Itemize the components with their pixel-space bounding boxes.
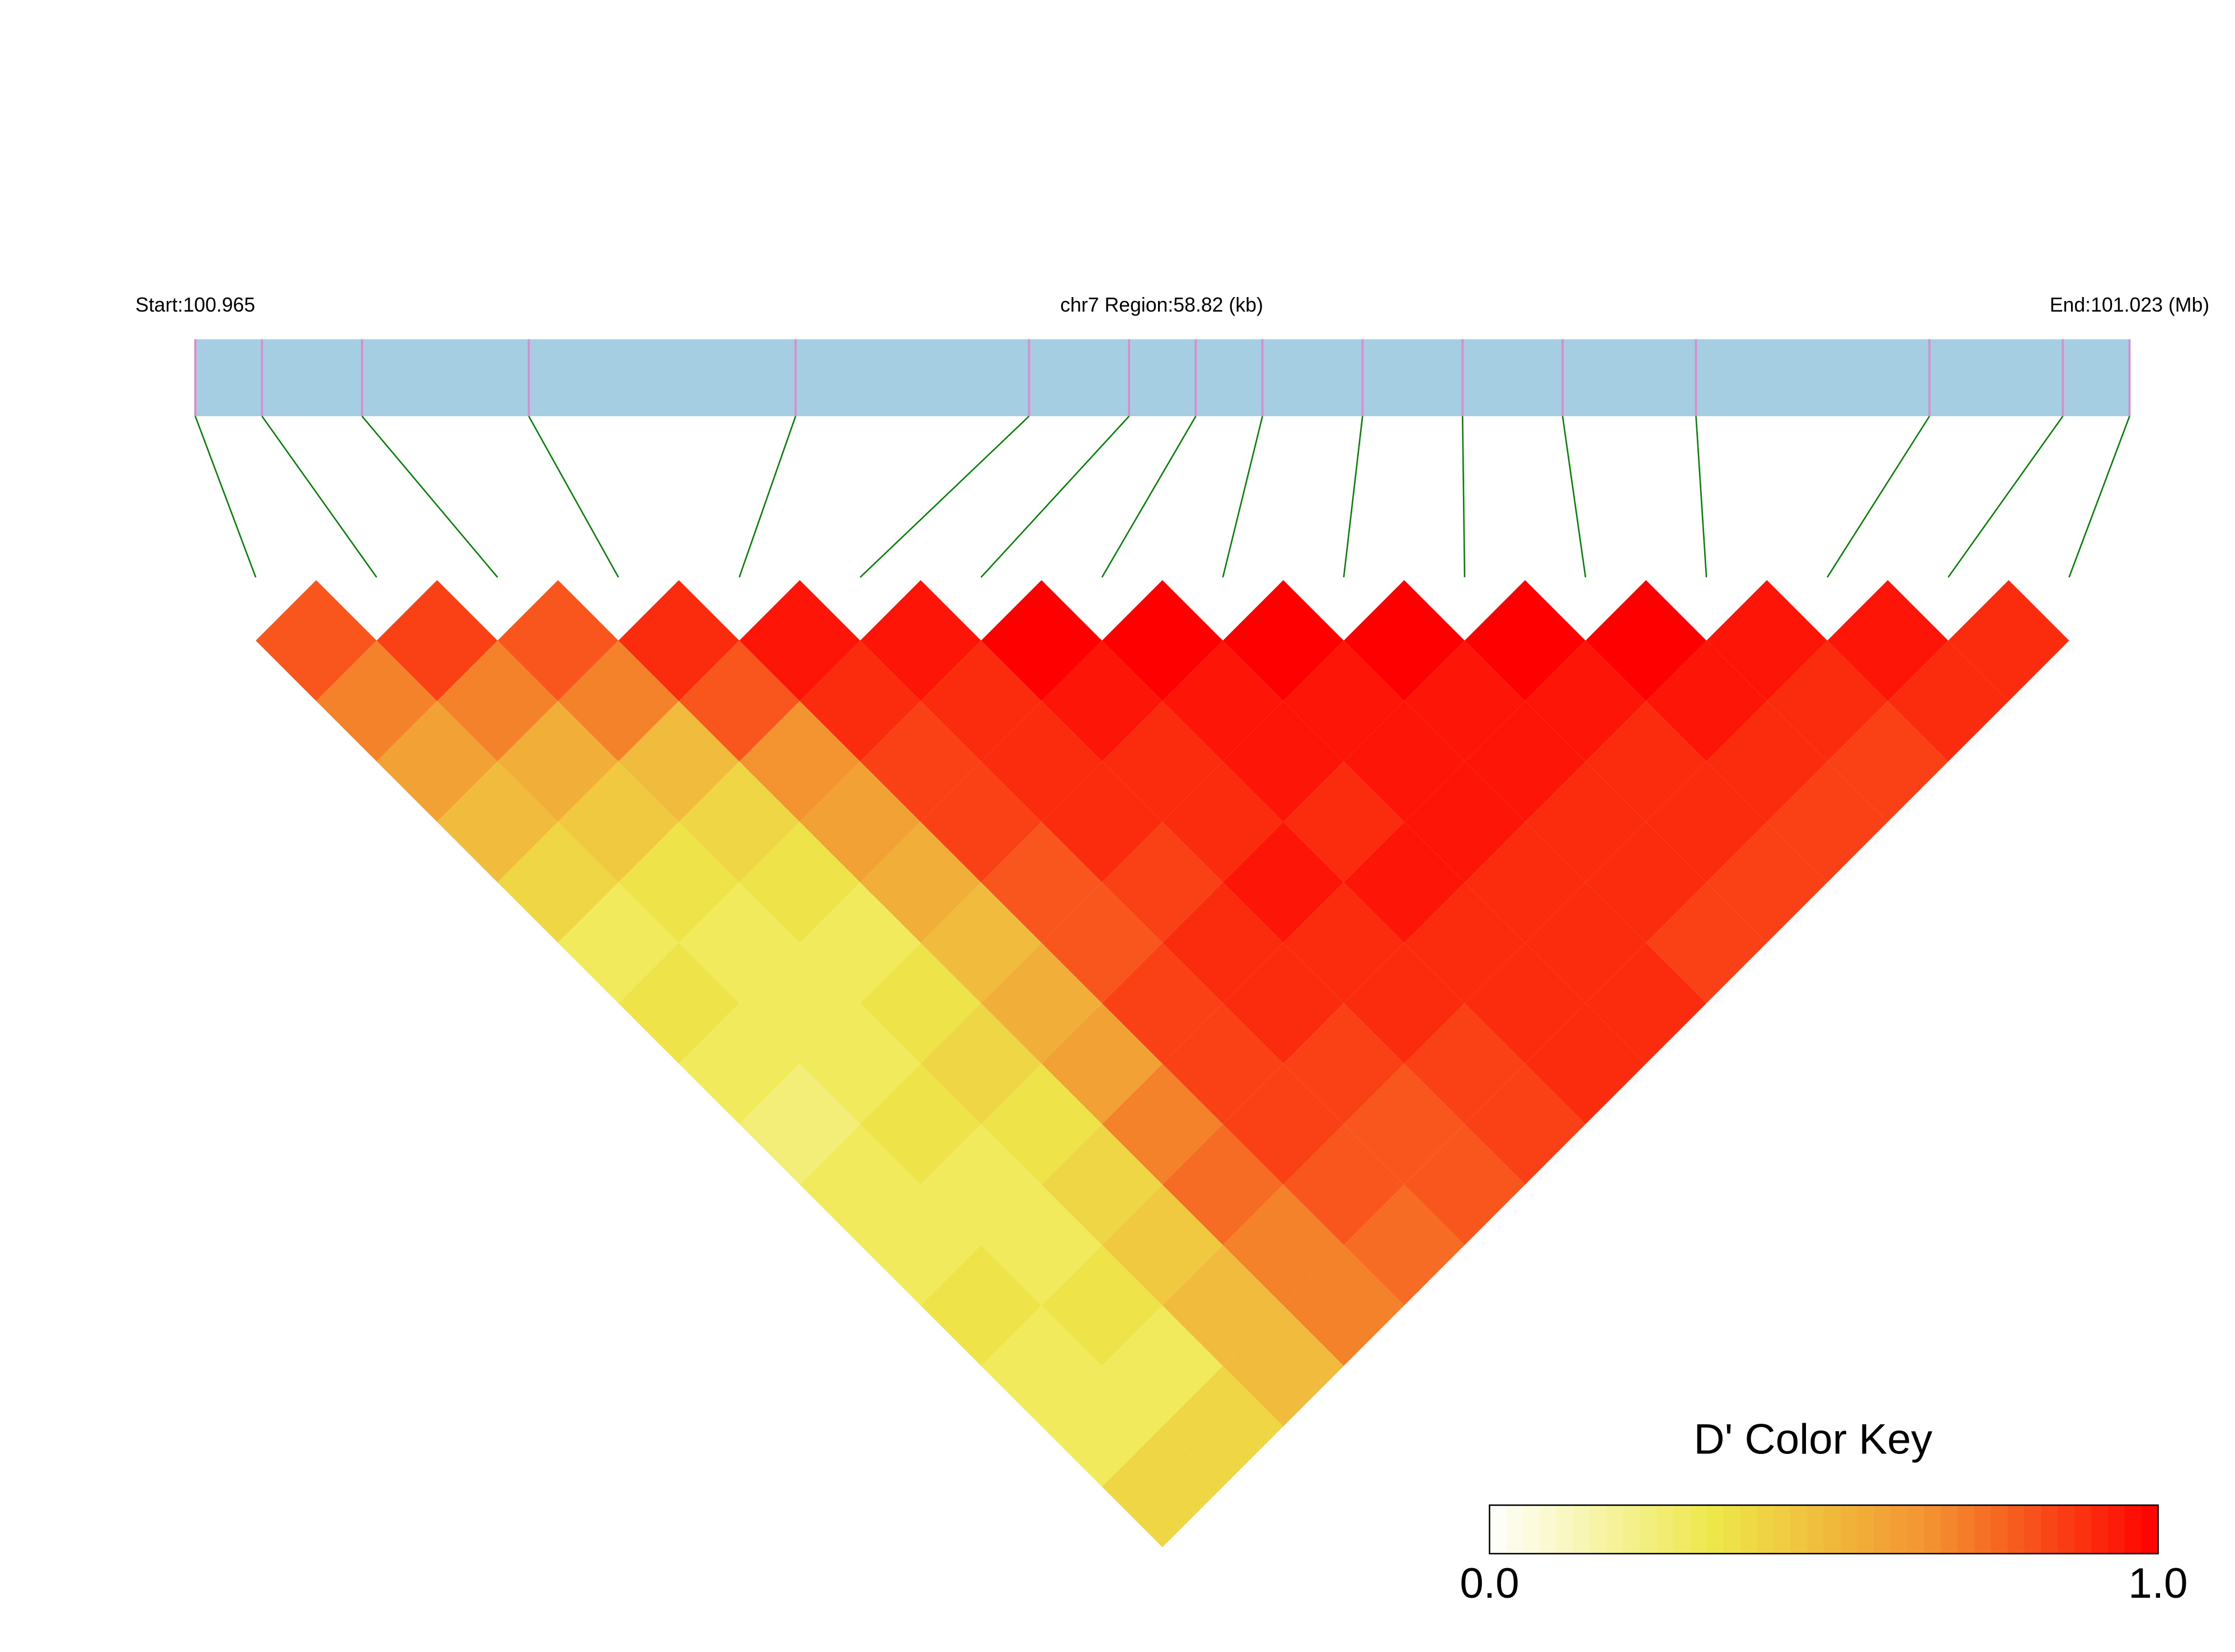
ld-cell: [1888, 641, 2009, 762]
snp-link: [1561, 416, 1587, 578]
key-swatch: [1606, 1505, 1624, 1554]
key-swatch: [1506, 1505, 1524, 1554]
snp-link: [1222, 416, 1263, 578]
snp-link: [1101, 416, 1197, 578]
key-title: D' Color Key: [1694, 1416, 1933, 1463]
key-swatch: [1907, 1505, 1925, 1554]
key-swatch: [2107, 1505, 2125, 1554]
snp-link: [2068, 416, 2130, 578]
key-swatch: [1489, 1505, 1507, 1554]
snp-link: [528, 416, 619, 578]
snp-bar: [195, 339, 2130, 416]
snp-link: [194, 416, 257, 578]
key-swatch: [1589, 1505, 1607, 1554]
snp-link: [738, 416, 797, 578]
snp-link: [261, 416, 378, 578]
key-swatch: [2024, 1505, 2042, 1554]
key-swatch: [1941, 1505, 1959, 1554]
snp-link: [1461, 416, 1466, 577]
key-swatch: [1957, 1505, 1975, 1554]
key-swatch: [1657, 1505, 1674, 1554]
snp-link: [980, 416, 1130, 578]
snp-link: [1343, 416, 1363, 578]
key-swatch: [2074, 1505, 2092, 1554]
key-swatch: [1991, 1505, 2008, 1554]
key-swatch: [1790, 1505, 1808, 1554]
key-swatch: [1924, 1505, 1942, 1554]
key-swatch: [1723, 1505, 1741, 1554]
ld-cell: [1041, 1245, 1163, 1366]
snp-link: [1827, 416, 1930, 578]
ld-cell: [1041, 1003, 1163, 1124]
key-swatch: [1573, 1505, 1591, 1554]
key-swatch: [1890, 1505, 1908, 1554]
snp-link: [1947, 416, 2064, 578]
key-frame: [1489, 1504, 2159, 1555]
ld-cell: [1041, 882, 1163, 1004]
ld-cell: [1041, 641, 1163, 762]
key-swatch: [2124, 1505, 2142, 1554]
start-label: Start:100.965: [135, 294, 255, 316]
snp-link: [859, 416, 1030, 578]
ld-cell: [1404, 1124, 1526, 1245]
key-swatch: [1807, 1505, 1825, 1554]
key-swatch: [1623, 1505, 1641, 1554]
key-swatch: [1523, 1505, 1541, 1554]
key-swatch: [2058, 1505, 2076, 1554]
ld-cell: [1041, 761, 1163, 883]
key-swatch: [1857, 1505, 1875, 1554]
ld-cell: [618, 943, 740, 1064]
key-swatch: [1540, 1505, 1558, 1554]
key-swatch: [1706, 1505, 1724, 1554]
key-swatch: [1673, 1505, 1691, 1554]
key-tick-label: 0.0: [1460, 1560, 1519, 1607]
key-swatch: [1874, 1505, 1891, 1554]
key-swatch: [1823, 1505, 1842, 1554]
key-swatch: [1556, 1505, 1574, 1554]
key-swatch: [2141, 1505, 2159, 1554]
key-swatch: [1640, 1505, 1658, 1554]
ld-cell: [1102, 1426, 1223, 1547]
key-tick-label: 1.0: [2128, 1560, 2187, 1607]
ld-cell: [618, 701, 740, 822]
key-swatch: [1840, 1505, 1858, 1554]
end-label: End:101.023 (Mb): [2050, 294, 2209, 316]
key-swatch: [1773, 1505, 1791, 1554]
key-swatch: [1690, 1505, 1708, 1554]
snp-link: [361, 416, 498, 578]
ld-cell: [618, 822, 740, 943]
snp-link: [1695, 416, 1707, 577]
key-swatch: [1757, 1505, 1775, 1554]
key-swatch: [2091, 1505, 2109, 1554]
key-swatch: [1740, 1505, 1758, 1554]
key-swatch: [1974, 1505, 1992, 1554]
key-swatch: [2007, 1505, 2025, 1554]
key-swatch: [2041, 1505, 2059, 1554]
region-label: chr7 Region:58.82 (kb): [1060, 294, 1263, 316]
ld-cell: [1041, 1124, 1163, 1245]
